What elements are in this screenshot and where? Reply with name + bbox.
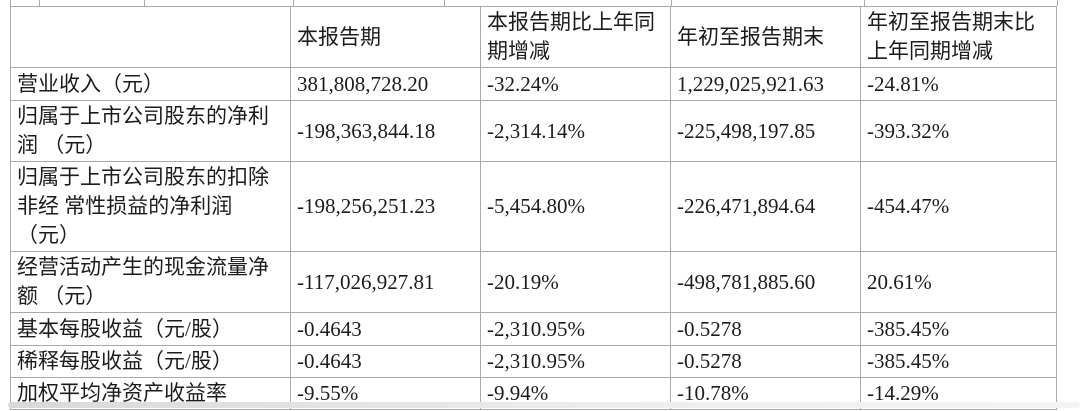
header-year-to-date-yoy-change: 年初至报告期末比 上年同期增减 [860, 6, 1057, 68]
cell-value: -385.45% [860, 345, 1057, 378]
header-item-column [10, 6, 291, 68]
cell-value: -498,781,885.60 [670, 251, 861, 313]
cell-value: -2,310.95% [480, 312, 671, 346]
cell-value: -226,471,894.64 [670, 161, 861, 252]
cell-value: -117,026,927.81 [290, 251, 481, 313]
table-row-operating-revenue: 营业收入（元） 381,808,728.20 -32.24% 1,229,025… [10, 67, 1057, 101]
cell-value: -0.5278 [670, 312, 861, 346]
table-row-diluted-eps: 稀释每股收益（元/股） -0.4643 -2,310.95% -0.5278 -… [10, 345, 1057, 378]
header-current-period-yoy-change: 本报告期比上年同 期增减 [480, 6, 671, 68]
cell-value: -2,314.14% [480, 100, 671, 162]
row-label: 归属于上市公司股东的扣除 非经 常性损益的净利润 （元） [10, 161, 291, 252]
financial-summary-table: 本报告期 本报告期比上年同 期增减 年初至报告期末 年初至报告期末比 上年同期增… [10, 6, 1057, 410]
sliver-column-divider [671, 0, 672, 6]
cell-value: -24.81% [860, 67, 1057, 101]
cell-value: -0.4643 [290, 345, 481, 378]
cell-value: -454.47% [860, 161, 1057, 252]
header-row: 本报告期 本报告期比上年同 期增减 年初至报告期末 年初至报告期末比 上年同期增… [10, 6, 1057, 68]
sliver-column-divider [39, 0, 40, 6]
cell-value: -5,454.80% [480, 161, 671, 252]
cell-value: 20.61% [860, 251, 1057, 313]
sliver-column-divider [144, 0, 145, 6]
cell-value: -0.4643 [290, 312, 481, 346]
cell-value: -198,363,844.18 [290, 100, 481, 162]
table-row-net-profit: 归属于上市公司股东的净利 润 （元） -198,363,844.18 -2,31… [10, 100, 1057, 162]
bottom-panel-edge [8, 402, 1080, 408]
cell-value: -385.45% [860, 312, 1057, 346]
row-label: 稀释每股收益（元/股） [10, 345, 291, 378]
cell-value: 381,808,728.20 [290, 67, 481, 101]
cell-value: -198,256,251.23 [290, 161, 481, 252]
row-label: 归属于上市公司股东的净利 润 （元） [10, 100, 291, 162]
sliver-column-divider [864, 0, 865, 6]
table-row-operating-cash-flow: 经营活动产生的现金流量净 额 （元） -117,026,927.81 -20.1… [10, 251, 1057, 313]
table-row-basic-eps: 基本每股收益（元/股） -0.4643 -2,310.95% -0.5278 -… [10, 312, 1057, 346]
cell-value: -2,310.95% [480, 345, 671, 378]
cell-value: -20.19% [480, 251, 671, 313]
cell-value: -0.5278 [670, 345, 861, 378]
row-label: 基本每股收益（元/股） [10, 312, 291, 346]
cutoff-row-above-sliver [10, 0, 1058, 6]
sliver-column-divider [293, 0, 294, 6]
table-row-net-profit-excl-nonrecurring: 归属于上市公司股东的扣除 非经 常性损益的净利润 （元） -198,256,25… [10, 161, 1057, 252]
row-label: 经营活动产生的现金流量净 额 （元） [10, 251, 291, 313]
cell-value: 1,229,025,921.63 [670, 67, 861, 101]
header-year-to-date: 年初至报告期末 [670, 6, 861, 68]
cell-value: -225,498,197.85 [670, 100, 861, 162]
cell-value: -32.24% [480, 67, 671, 101]
sliver-column-divider [444, 0, 445, 6]
row-label: 营业收入（元） [10, 67, 291, 101]
header-current-period: 本报告期 [290, 6, 481, 68]
cell-value: -393.32% [860, 100, 1057, 162]
